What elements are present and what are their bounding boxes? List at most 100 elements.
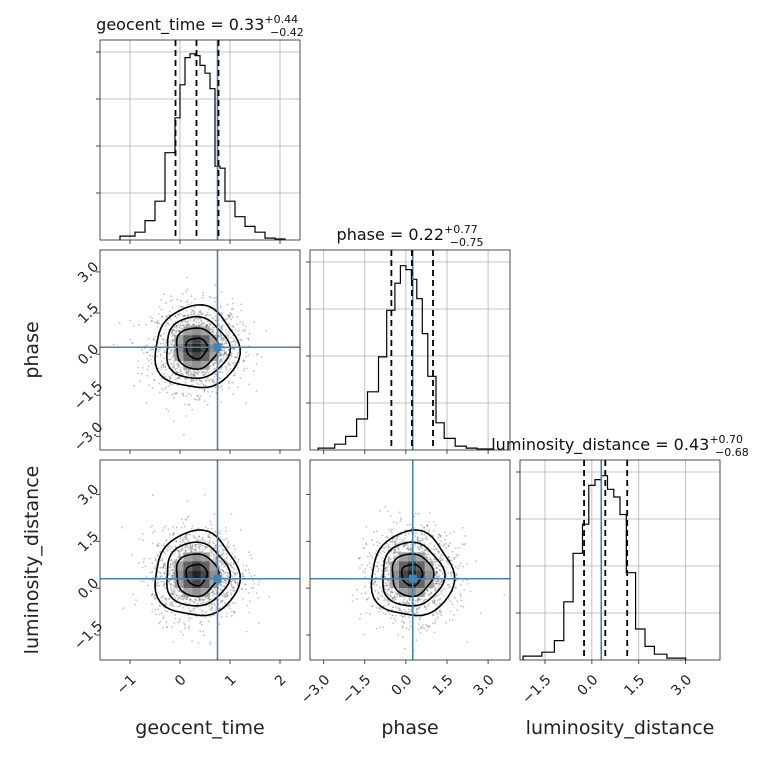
sample-point [224,352,226,354]
sample-point [210,330,213,333]
sample-point [169,383,172,386]
sample-point [437,550,439,552]
sample-point [230,592,232,594]
sample-point [171,603,173,605]
sample-point [184,546,187,549]
sample-point [192,310,195,312]
sample-point [209,328,212,331]
sample-point [257,596,259,599]
sample-point [204,596,207,599]
sample-point [454,547,457,549]
sample-point [448,619,451,621]
sample-point [212,317,215,320]
sample-point [223,353,226,356]
sample-point [214,544,217,547]
sample-point [454,587,457,589]
sample-point [408,548,410,551]
sample-point [188,324,190,327]
sample-point [455,574,458,577]
sample-point [141,566,144,569]
sample-point [231,297,234,300]
sample-point [174,551,177,553]
sample-point [179,550,181,553]
sample-point [398,550,400,553]
sample-point [421,550,424,553]
sample-point [368,562,371,564]
contour-level-2 [175,327,220,371]
sample-point [152,338,155,340]
sample-point [455,573,458,575]
sample-point [193,602,196,605]
sample-point [430,587,432,590]
sample-point [241,575,244,578]
sample-point [386,584,389,587]
sample-point [397,559,399,562]
sample-point [180,555,182,558]
sample-point [435,571,437,574]
sample-point [387,588,390,591]
sample-point [230,570,233,572]
sample-point [376,541,378,543]
sample-point [402,625,404,628]
sample-point [384,587,386,590]
sample-point [455,586,457,589]
sample-point [223,352,226,355]
sample-point [199,379,201,381]
sample-point [195,543,198,546]
sample-point [213,361,216,364]
sample-point [154,345,156,347]
sample-point [215,557,218,559]
sample-point [181,539,184,542]
sample-point [155,613,157,616]
density-cell [416,579,425,588]
sample-point [428,626,430,628]
sample-point [183,433,185,436]
sample-point [390,608,393,611]
sample-point [387,610,389,613]
sample-point [199,608,201,611]
y-tick-label: 1.5 [75,300,102,327]
sample-point [186,516,189,518]
sample-point [177,361,180,363]
sample-point [366,598,368,601]
sample-point [432,535,435,537]
panel-frame [99,249,301,451]
sample-point [232,326,235,329]
sample-point [456,555,459,557]
sample-point [230,313,233,316]
sample-point [151,373,154,376]
sample-point [192,373,195,376]
sample-point [418,623,420,626]
sample-point [163,373,166,375]
sample-point [194,373,197,376]
sample-point [422,624,424,626]
sample-point [171,338,174,341]
truth-point-marker [408,574,417,583]
sample-point [438,575,441,577]
sample-point [395,614,397,617]
sample-point [383,597,386,600]
sample-point [184,314,186,317]
sample-point [410,548,412,551]
sample-point [187,314,189,316]
density-cell [200,343,210,353]
sample-point [186,288,189,291]
sample-point [226,594,228,597]
sample-point [198,311,200,314]
sample-point [232,362,235,365]
sample-point [234,580,237,583]
sample-point [364,576,367,579]
sample-point [240,588,243,590]
sample-point [142,352,145,355]
sample-point [183,541,186,544]
sample-point [245,402,248,405]
sample-point [419,540,421,542]
sample-point [396,551,398,554]
sample-point [236,354,239,357]
sample-point [218,334,220,336]
sample-point [435,583,438,585]
sample-point [187,627,190,630]
sample-point [177,590,180,592]
sample-point [408,603,411,606]
sample-point [228,333,231,335]
